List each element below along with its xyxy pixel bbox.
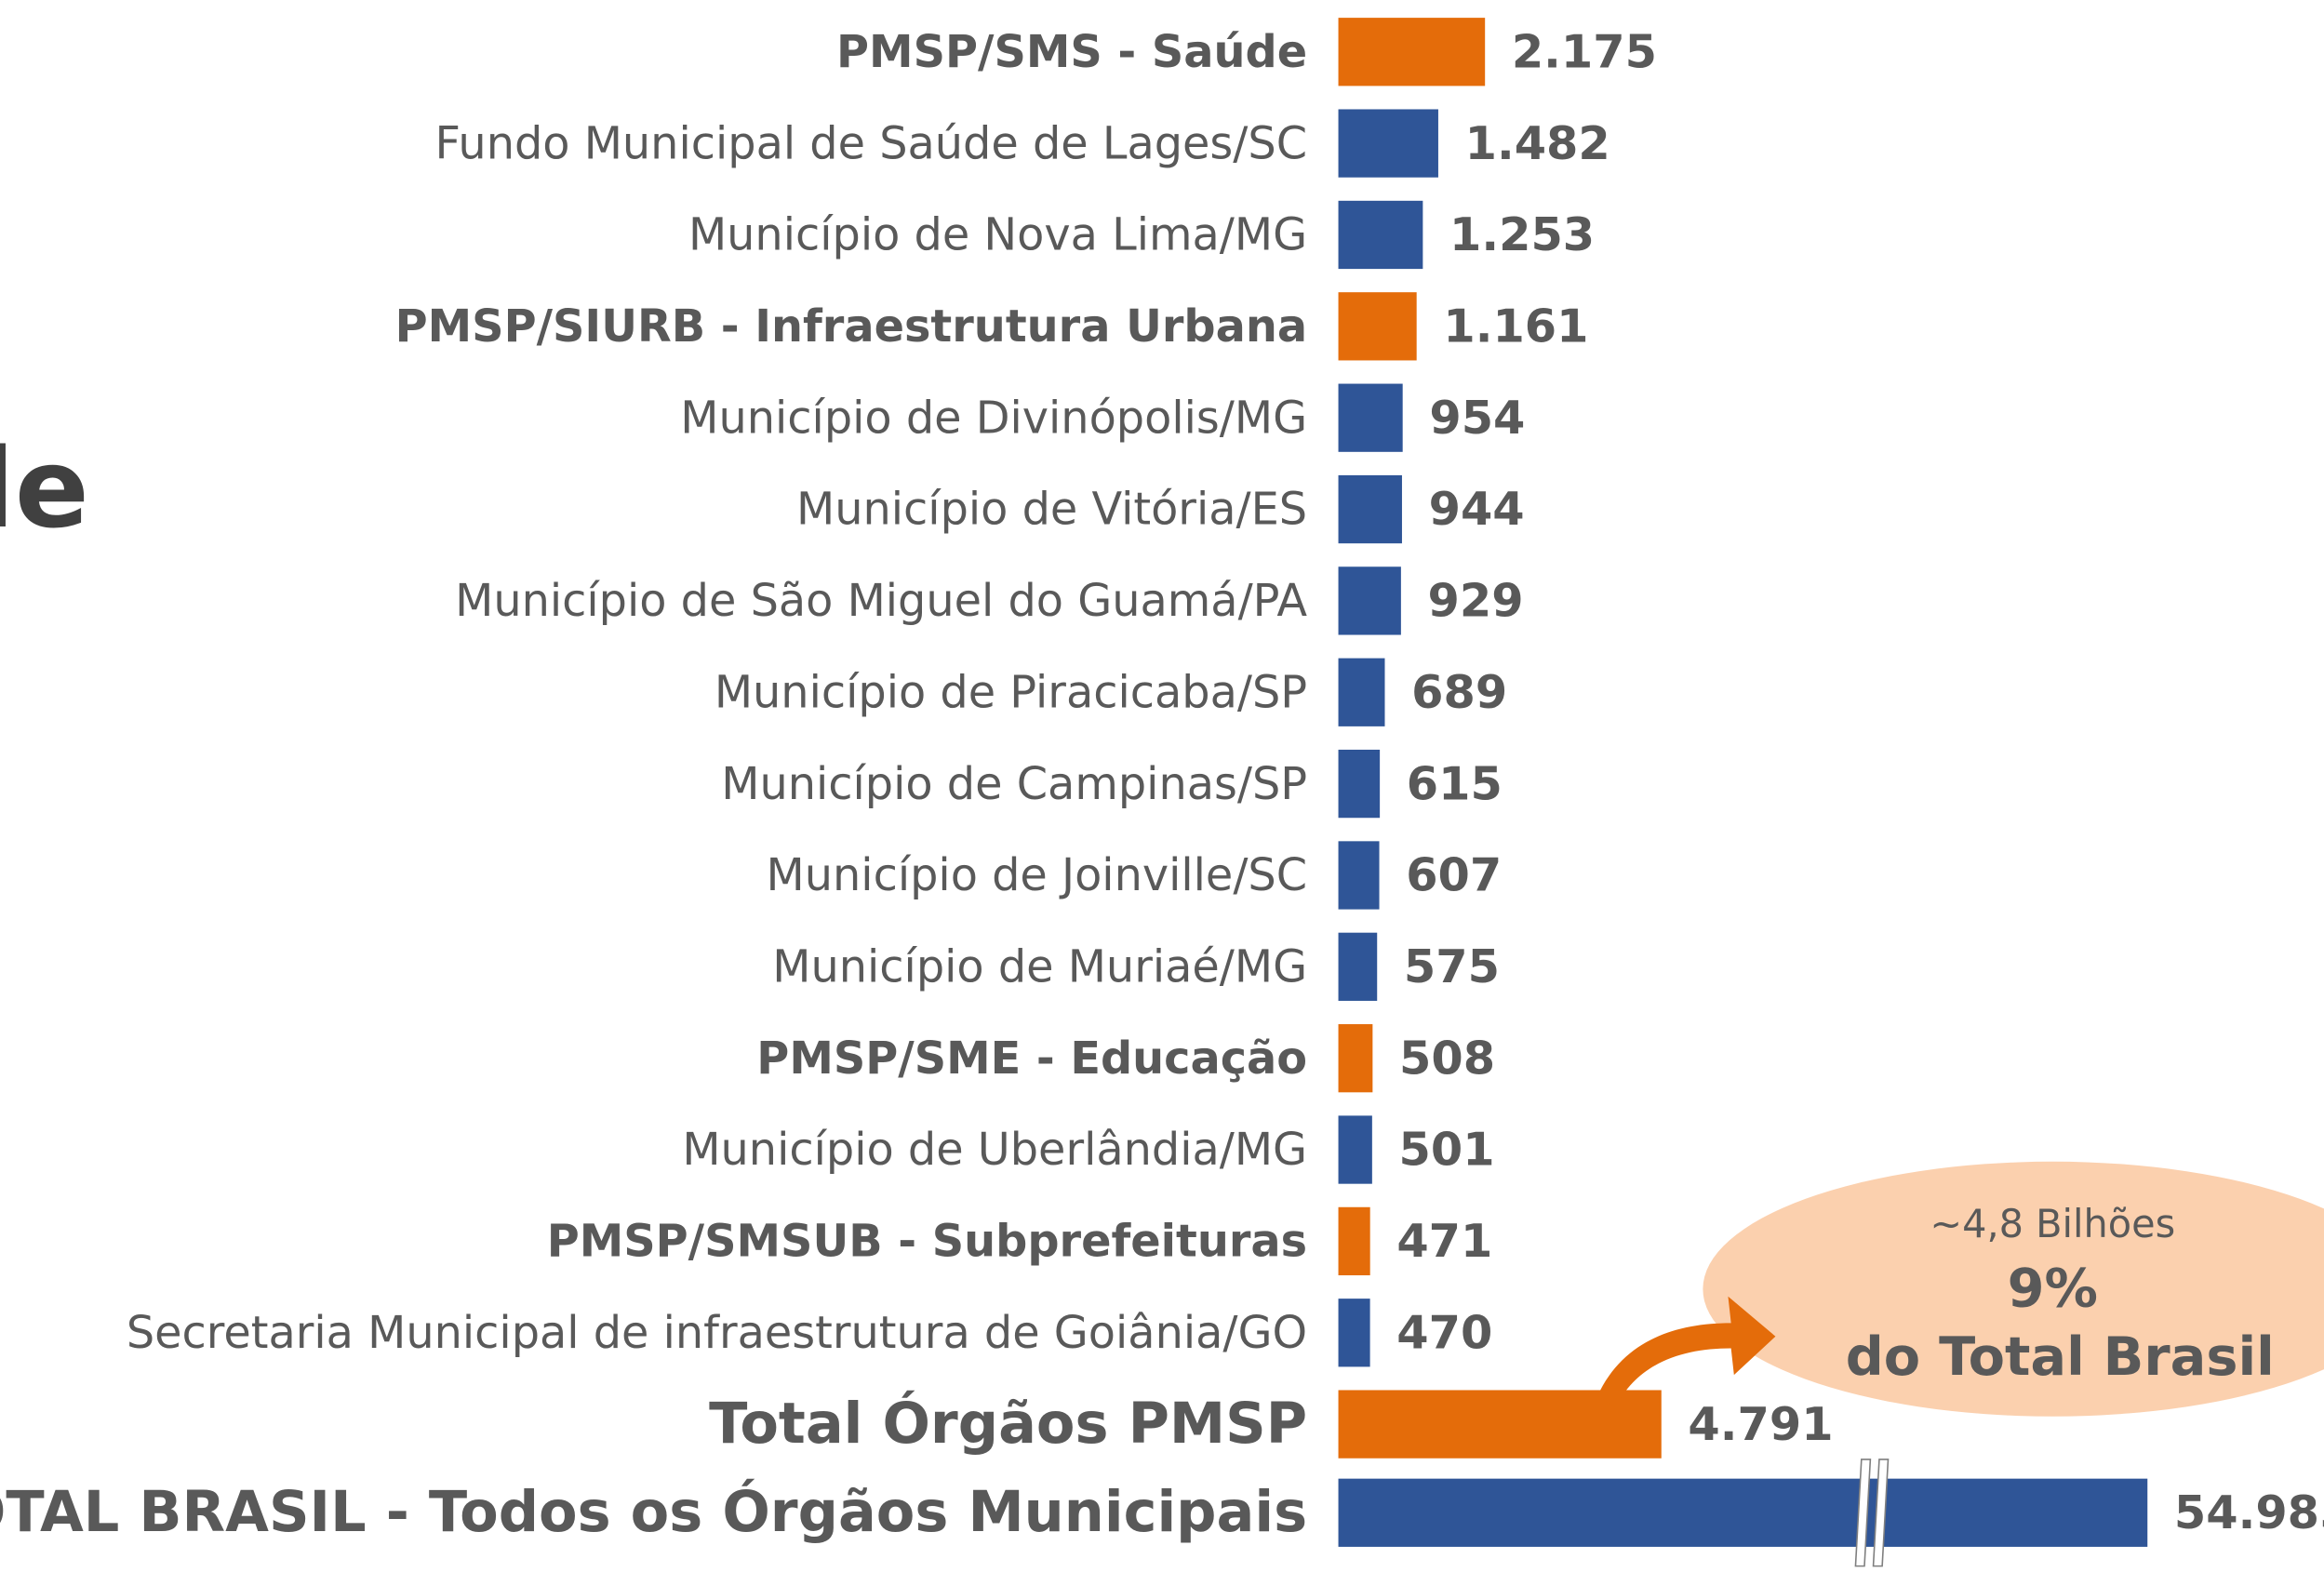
category-label: Secretaria Municipal de infraestrutura d… (127, 1308, 1307, 1359)
category-label: Município de Divinópolis/MG (680, 393, 1307, 444)
category-label: Município de São Miguel do Guamá/PA (455, 576, 1307, 627)
annotation: ~4,8 Bilhões 9% do Total Brasil (1597, 1161, 2324, 1417)
value-label: 471 (1396, 1214, 1492, 1268)
chart-title: de (0, 425, 89, 553)
bar (1338, 1206, 1370, 1276)
category-label: Município de Campinas/SP (721, 759, 1307, 810)
value-label: 1.253 (1449, 207, 1595, 261)
value-label: 501 (1399, 1123, 1495, 1177)
value-label: 615 (1407, 756, 1503, 810)
category-label: Município de Piracicaba/SP (715, 667, 1307, 718)
bar (1338, 658, 1385, 726)
bar (1338, 1299, 1370, 1367)
category-label: Município de Vitória/ES (796, 485, 1307, 536)
annotation-bubble (1703, 1161, 2324, 1417)
bar (1338, 109, 1438, 178)
annotation-value: 9% (2008, 1258, 2098, 1320)
bar (1338, 1478, 2148, 1547)
bar (1338, 841, 1380, 910)
value-label: 944 (1429, 482, 1525, 536)
value-label: 4.791 (1688, 1397, 1833, 1451)
category-label: PMSP/SMSUB - Subprefeituras (547, 1217, 1307, 1268)
value-label: 1.161 (1443, 300, 1588, 353)
category-label: PMSP/SIURB - Infraestrutura Urbana (395, 301, 1307, 353)
bar (1338, 932, 1378, 1001)
category-label: Fundo Municipal de Saúde de Lages/SC (435, 118, 1308, 169)
bars: PMSP/SMS - Saúde 2.175 Fundo Municipal de … (0, 18, 2324, 1567)
value-label: 508 (1399, 1031, 1495, 1085)
annotation-arrow (1597, 1296, 1776, 1408)
bar (1338, 18, 1486, 87)
category-label: Total Órgãos PMSP (709, 1391, 1307, 1457)
category-label: PMSP/SME - Educação (756, 1033, 1307, 1085)
annotation-subtitle: ~4,8 Bilhões (1930, 1202, 2175, 1246)
category-label: PMSP/SMS - Saúde (836, 27, 1307, 78)
value-label: 575 (1404, 939, 1500, 993)
bar (1338, 749, 1381, 819)
value-label: 689 (1411, 665, 1507, 719)
value-label: 1.482 (1465, 116, 1610, 170)
value-label: 954 (1429, 391, 1525, 445)
value-label: 2.175 (1512, 24, 1657, 78)
category-label: Município de Nova Lima/MG (688, 210, 1307, 261)
bar (1338, 383, 1403, 452)
category-label: Município de Joinville/SC (767, 850, 1308, 901)
category-label: TOTAL BRASIL - Todos os Órgãos Municipai… (0, 1479, 1307, 1545)
value-label: 607 (1406, 848, 1502, 902)
value-label: 54.985 (2174, 1485, 2324, 1539)
bar (1338, 292, 1417, 361)
bar (1338, 1115, 1372, 1184)
value-label: 929 (1428, 574, 1524, 628)
bar (1338, 474, 1402, 544)
bar (1338, 1024, 1373, 1093)
bar (1338, 566, 1401, 635)
category-label: Município de Muriaé/MG (772, 942, 1307, 993)
value-label: 470 (1396, 1305, 1492, 1359)
axis-break (1854, 1459, 1872, 1567)
annotation-text: do Total Brasil (1846, 1326, 2275, 1388)
axis-break (1872, 1459, 1890, 1567)
bar (1338, 200, 1423, 270)
category-label: Município de Uberlândia/MG (682, 1125, 1307, 1176)
